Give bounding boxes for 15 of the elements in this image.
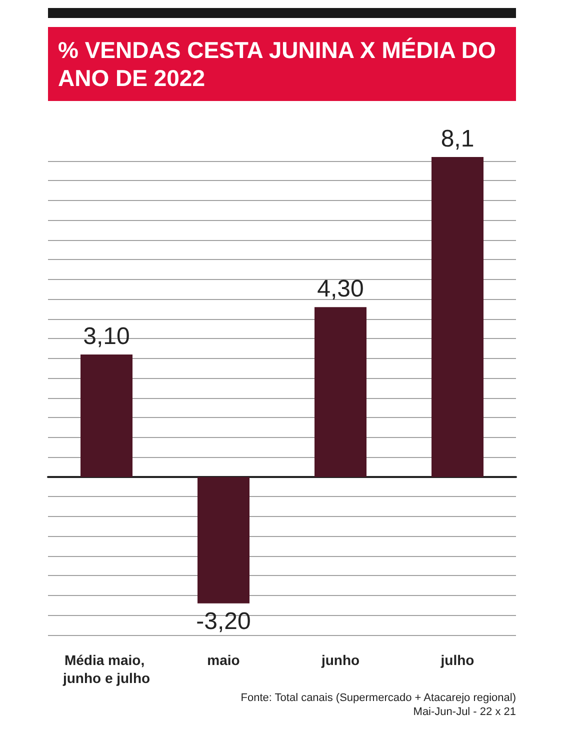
bar bbox=[80, 354, 132, 477]
chart-title: % VENDAS CESTA JUNINA X MÉDIA DO ANO DE 2022 bbox=[48, 27, 516, 101]
bar bbox=[432, 156, 484, 477]
data-label: -3,20 bbox=[196, 608, 251, 635]
x-tick-label: junho bbox=[320, 652, 360, 668]
data-label: 8,1 bbox=[440, 125, 474, 152]
x-tick-label: julho bbox=[440, 652, 474, 668]
bar bbox=[198, 476, 250, 604]
data-label: 3,10 bbox=[83, 322, 130, 350]
x-tick-label: maio bbox=[207, 652, 240, 668]
source-note: Fonte: Total canais (Supermercado + Atacarejo regional) bbox=[240, 691, 516, 705]
x-tick-label: Média maio, junho e julho bbox=[62, 652, 150, 686]
data-label: 4,30 bbox=[317, 276, 364, 303]
text: Mai-Jun-Jul - 22 x 21 bbox=[412, 705, 516, 719]
bar bbox=[314, 307, 366, 477]
